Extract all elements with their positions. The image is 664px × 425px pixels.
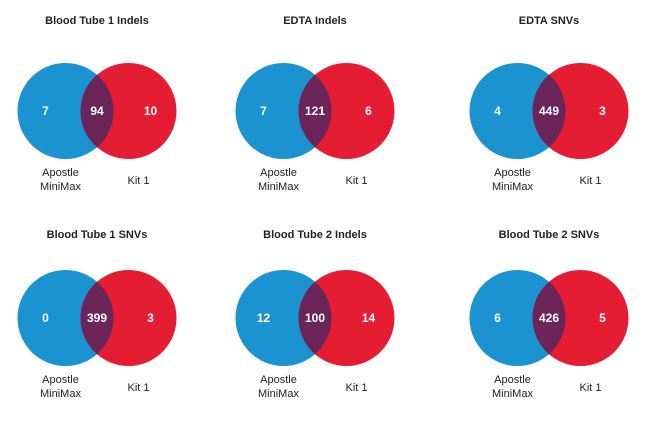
overlap-region [80,281,114,355]
overlap-region [298,74,332,148]
overlap-count: 121 [305,104,325,118]
right-label: Kit 1 [579,175,601,187]
venn-6: Blood Tube 2 SNVs 6 426 5 Apostle MiniMax Kit … [469,229,629,400]
left-label-line2: MiniMax [492,181,533,193]
right-only-count: 5 [599,311,606,325]
left-label-line1: Apostle [42,167,79,179]
right-only-count: 14 [362,311,376,325]
left-only-count: 7 [260,104,267,118]
left-label-line2: MiniMax [258,181,299,193]
left-label-line1: Apostle [494,374,531,386]
left-only-count: 6 [494,311,501,325]
venn-3: EDTA SNVs 4 449 3 Apostle MiniMax Kit 1 [469,15,629,193]
left-only-count: 0 [42,311,49,325]
overlap-count: 94 [90,104,104,118]
right-only-count: 6 [365,104,372,118]
venn-title: EDTA SNVs [519,15,580,27]
right-label: Kit 1 [345,382,367,394]
left-label-line1: Apostle [42,374,79,386]
overlap-region [532,281,566,355]
right-only-count: 3 [599,104,606,118]
venn-title: EDTA Indels [283,15,347,27]
venn-2: EDTA Indels 7 121 6 Apostle MiniMax Kit 1 [235,15,395,193]
venn-1: Blood Tube 1 Indels 7 94 10 Apostle MiniMax Ki… [17,15,177,193]
venn-title: Blood Tube 1 SNVs [47,229,148,241]
right-label: Kit 1 [579,382,601,394]
right-only-count: 3 [147,311,154,325]
overlap-region [80,74,114,148]
venn-4: Blood Tube 1 SNVs 0 399 3 Apostle MiniMax Kit … [17,229,177,400]
right-label: Kit 1 [127,382,149,394]
right-label: Kit 1 [345,175,367,187]
right-label: Kit 1 [127,175,149,187]
overlap-region [298,281,332,355]
right-only-count: 10 [144,104,158,118]
left-only-count: 7 [42,104,49,118]
left-label-line1: Apostle [494,167,531,179]
left-label-line1: Apostle [260,374,297,386]
overlap-region [532,74,566,148]
left-only-count: 4 [494,104,501,118]
venn-title: Blood Tube 2 SNVs [499,229,600,241]
overlap-count: 399 [87,311,107,325]
left-only-count: 12 [257,311,271,325]
venn-title: Blood Tube 1 Indels [45,15,149,27]
left-label-line2: MiniMax [258,388,299,400]
left-label-line1: Apostle [260,167,297,179]
venn-title: Blood Tube 2 Indels [263,229,367,241]
left-label-line2: MiniMax [40,181,81,193]
overlap-count: 426 [539,311,559,325]
overlap-count: 100 [305,311,325,325]
left-label-line2: MiniMax [492,388,533,400]
venn-5: Blood Tube 2 Indels 12 100 14 Apostle MiniMax… [235,229,395,400]
overlap-count: 449 [539,104,559,118]
left-label-line2: MiniMax [40,388,81,400]
